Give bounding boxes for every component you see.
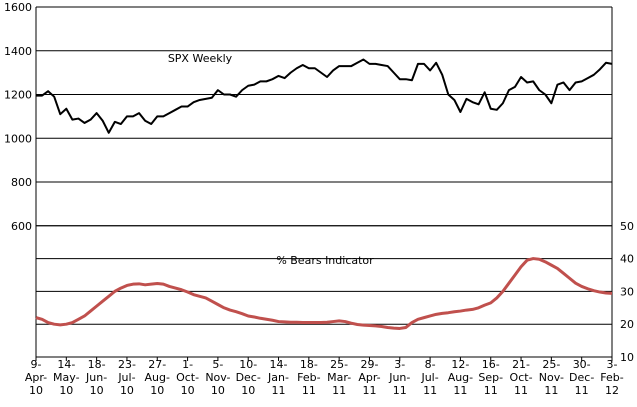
x-tick-label: 14-Jan-11 bbox=[267, 358, 289, 397]
y2-tick-label: 30 bbox=[620, 285, 634, 298]
x-tick-label: 25-Nov-11 bbox=[539, 358, 564, 397]
x-tick-label: 30-Dec-11 bbox=[569, 358, 594, 397]
annotation: % Bears Indicator bbox=[276, 254, 374, 267]
y-tick-label: 1400 bbox=[4, 45, 32, 58]
x-tick-label: 1-Oct-10 bbox=[176, 358, 199, 397]
x-tick-label: 3-Feb-12 bbox=[600, 358, 623, 397]
x-tick-label: 29-Apr-11 bbox=[358, 358, 380, 397]
y2-tick-label: 40 bbox=[620, 253, 634, 266]
x-tick-label: 18-Jun-10 bbox=[85, 358, 107, 397]
y2-tick-label: 20 bbox=[620, 318, 634, 331]
y-tick-label: 800 bbox=[11, 176, 32, 189]
series-line bbox=[35, 257, 613, 330]
x-tick-label: 18-Feb-11 bbox=[297, 358, 320, 397]
annotation: SPX Weekly bbox=[168, 52, 233, 65]
x-tick-label: 14-May-10 bbox=[53, 358, 80, 397]
series-line bbox=[36, 58, 613, 134]
y2-tick-label: 10 bbox=[620, 351, 634, 364]
x-tick-label: 27-Aug-10 bbox=[145, 358, 170, 397]
y-tick-label: 1000 bbox=[4, 132, 32, 145]
x-tick-label: 3-Jun-11 bbox=[388, 358, 410, 397]
x-tick-label: 23-Jul-10 bbox=[117, 358, 136, 397]
y-tick-label: 1200 bbox=[4, 89, 32, 102]
x-tick-label: 25-Mar-11 bbox=[327, 358, 351, 397]
x-tick-label: 8-Jul-11 bbox=[420, 358, 438, 397]
x-tick-label: 21-Oct-11 bbox=[510, 358, 533, 397]
x-tick-label: 9-Apr-10 bbox=[25, 358, 47, 397]
y2-tick-label: 50 bbox=[620, 220, 634, 233]
x-tick-label: 16-Sep-11 bbox=[478, 358, 503, 397]
x-tick-label: 10-Dec-10 bbox=[236, 358, 261, 397]
y-tick-label: 1600 bbox=[4, 1, 32, 14]
grid-layer bbox=[36, 6, 612, 358]
plot-layer: 600 800 1000 1200 1400 1600 10 20 30 40 50 9-Apr-10… bbox=[4, 1, 634, 397]
x-tick-label: 12-Aug-11 bbox=[448, 358, 473, 397]
x-tick-label: 5-Nov-10 bbox=[205, 358, 230, 397]
y-tick-label: 600 bbox=[11, 220, 32, 233]
